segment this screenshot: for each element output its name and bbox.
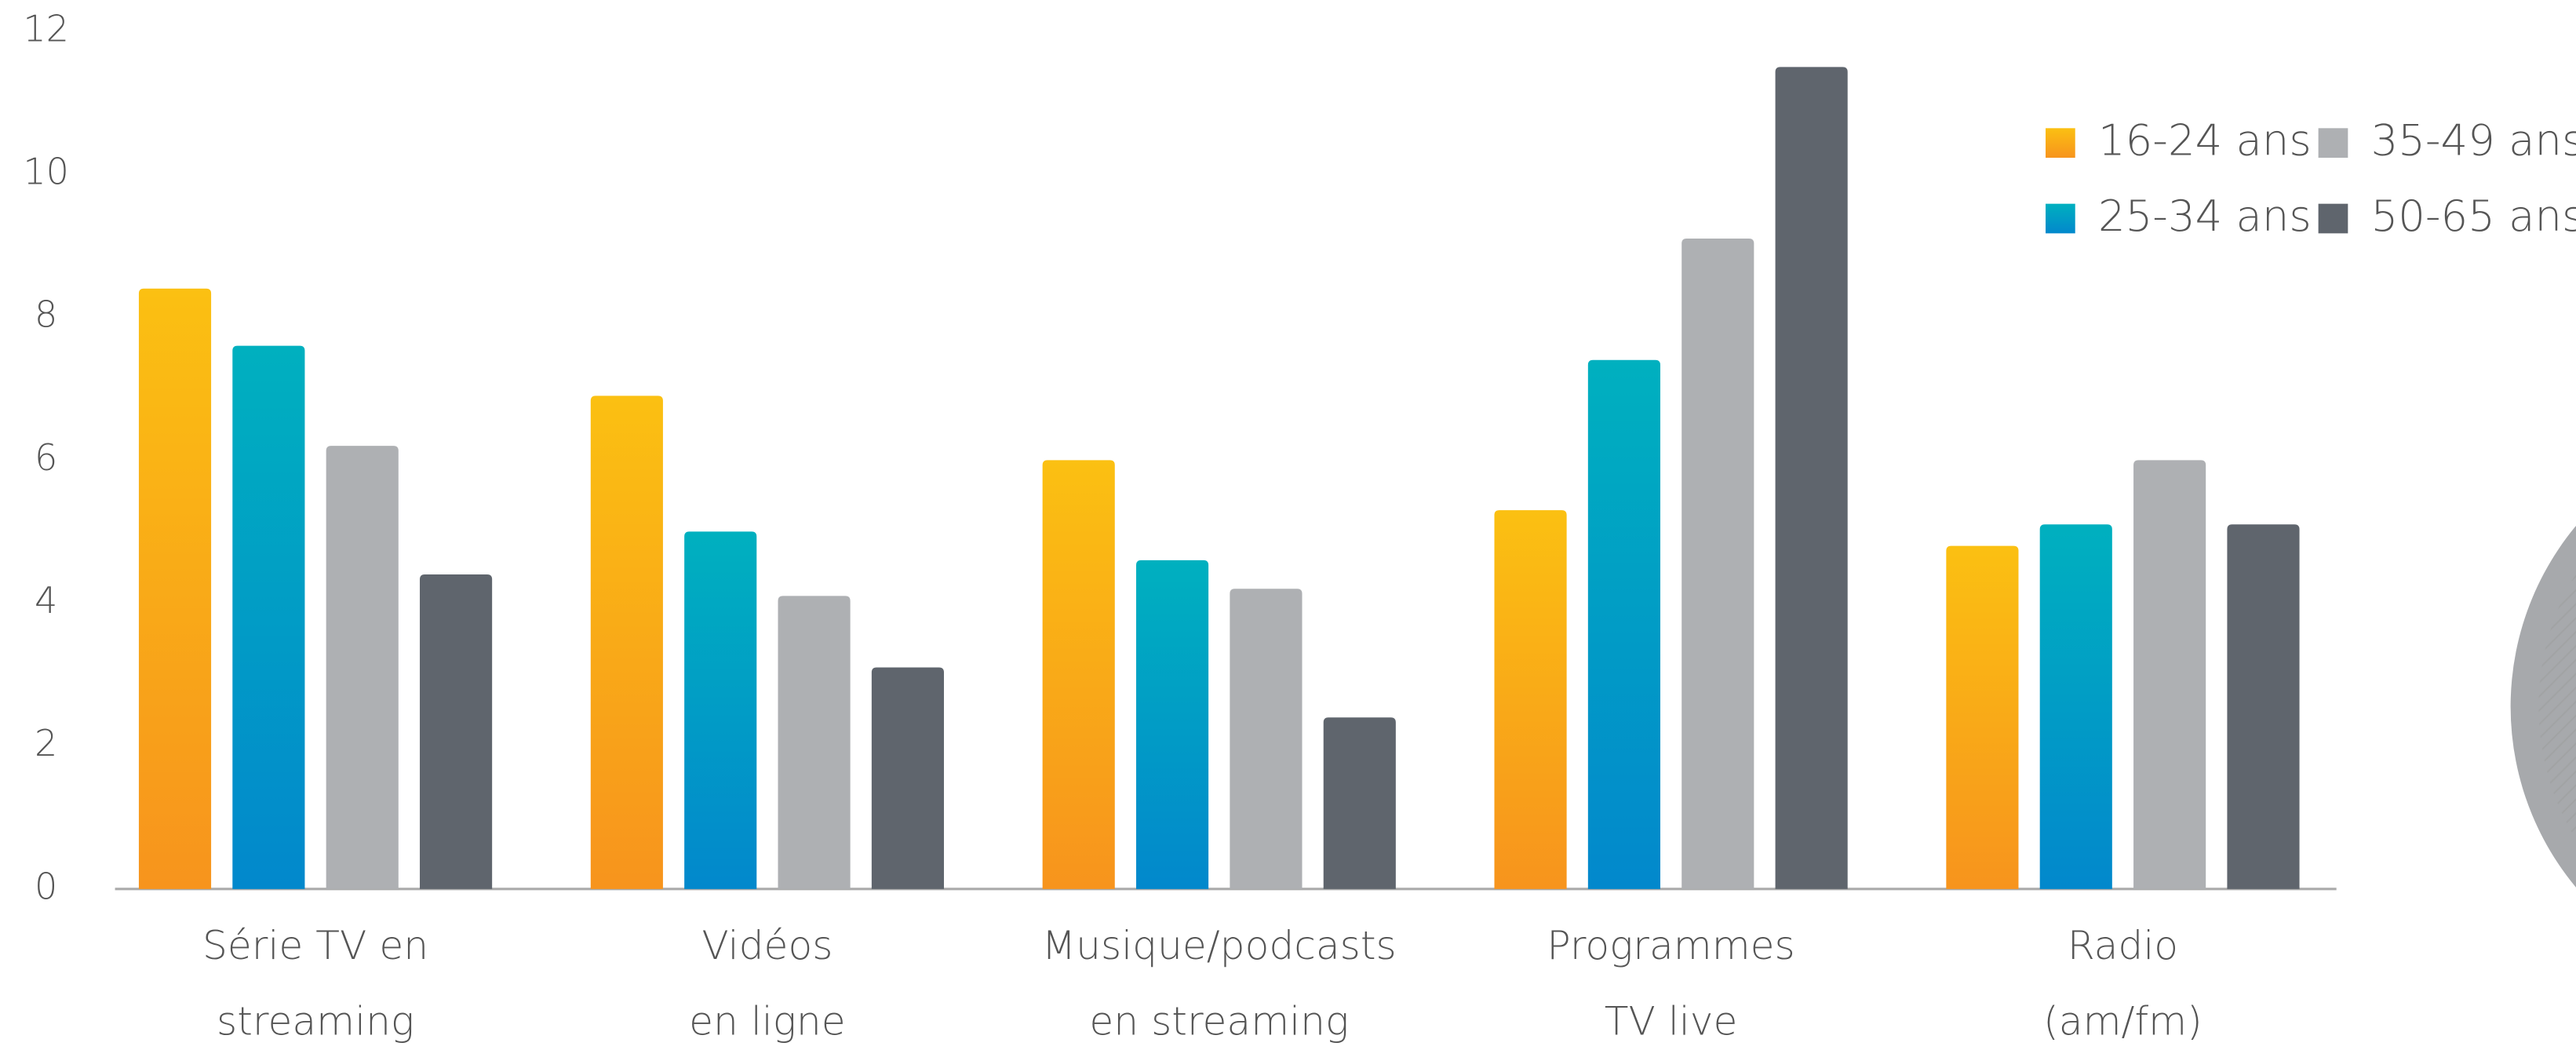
bar [1494, 510, 1567, 889]
y-tick-label: 0 [35, 865, 57, 907]
bar [1775, 67, 1848, 889]
legend-label: 35-49 ans [2371, 115, 2576, 165]
bar [2133, 460, 2206, 889]
bar [326, 446, 399, 889]
bar [232, 345, 305, 889]
bar [1587, 359, 1660, 889]
bar [684, 531, 757, 889]
x-tick-label: Vidéos en ligne [689, 922, 846, 1044]
legend-label: 16-24 ans [2098, 115, 2312, 165]
y-tick-label: 12 [23, 7, 69, 49]
bar [1042, 460, 1115, 889]
y-tick-label: 6 [35, 436, 57, 479]
bar [590, 396, 663, 889]
legend-swatch [2046, 128, 2075, 159]
bar [1230, 589, 1303, 889]
decoration [2538, 574, 2576, 840]
y-tick-label: 10 [23, 150, 69, 192]
legend-swatch [2318, 128, 2348, 159]
y-tick-label: 2 [35, 722, 57, 764]
x-tick-label: Série TV en streaming [202, 922, 428, 1044]
legend-label: 50-65 ans [2371, 191, 2576, 241]
x-tick-label: Radio (am/fm) [2043, 922, 2203, 1044]
bar [1946, 545, 2019, 889]
plot-area: 0 2 4 6 8 10 12 Série TV en streaming Vidéos en li… [23, 7, 2576, 1044]
y-tick-label: 4 [35, 579, 57, 622]
bar [138, 288, 212, 889]
bar [420, 574, 493, 889]
bar [1136, 560, 1209, 889]
bar [2227, 524, 2300, 889]
bar [778, 596, 851, 889]
legend-swatch [2318, 203, 2348, 234]
bar [871, 667, 945, 889]
legend-label: 25-34 ans [2098, 191, 2312, 241]
bar [1323, 717, 1396, 889]
y-tick-label: 8 [35, 293, 57, 336]
x-tick-label: Programmes TV live [1547, 922, 1794, 1044]
legend-swatch [2046, 203, 2075, 234]
bar [1682, 238, 1754, 889]
bar [2039, 524, 2112, 889]
x-tick-label: Musique/podcasts en streaming [1042, 922, 1397, 1044]
